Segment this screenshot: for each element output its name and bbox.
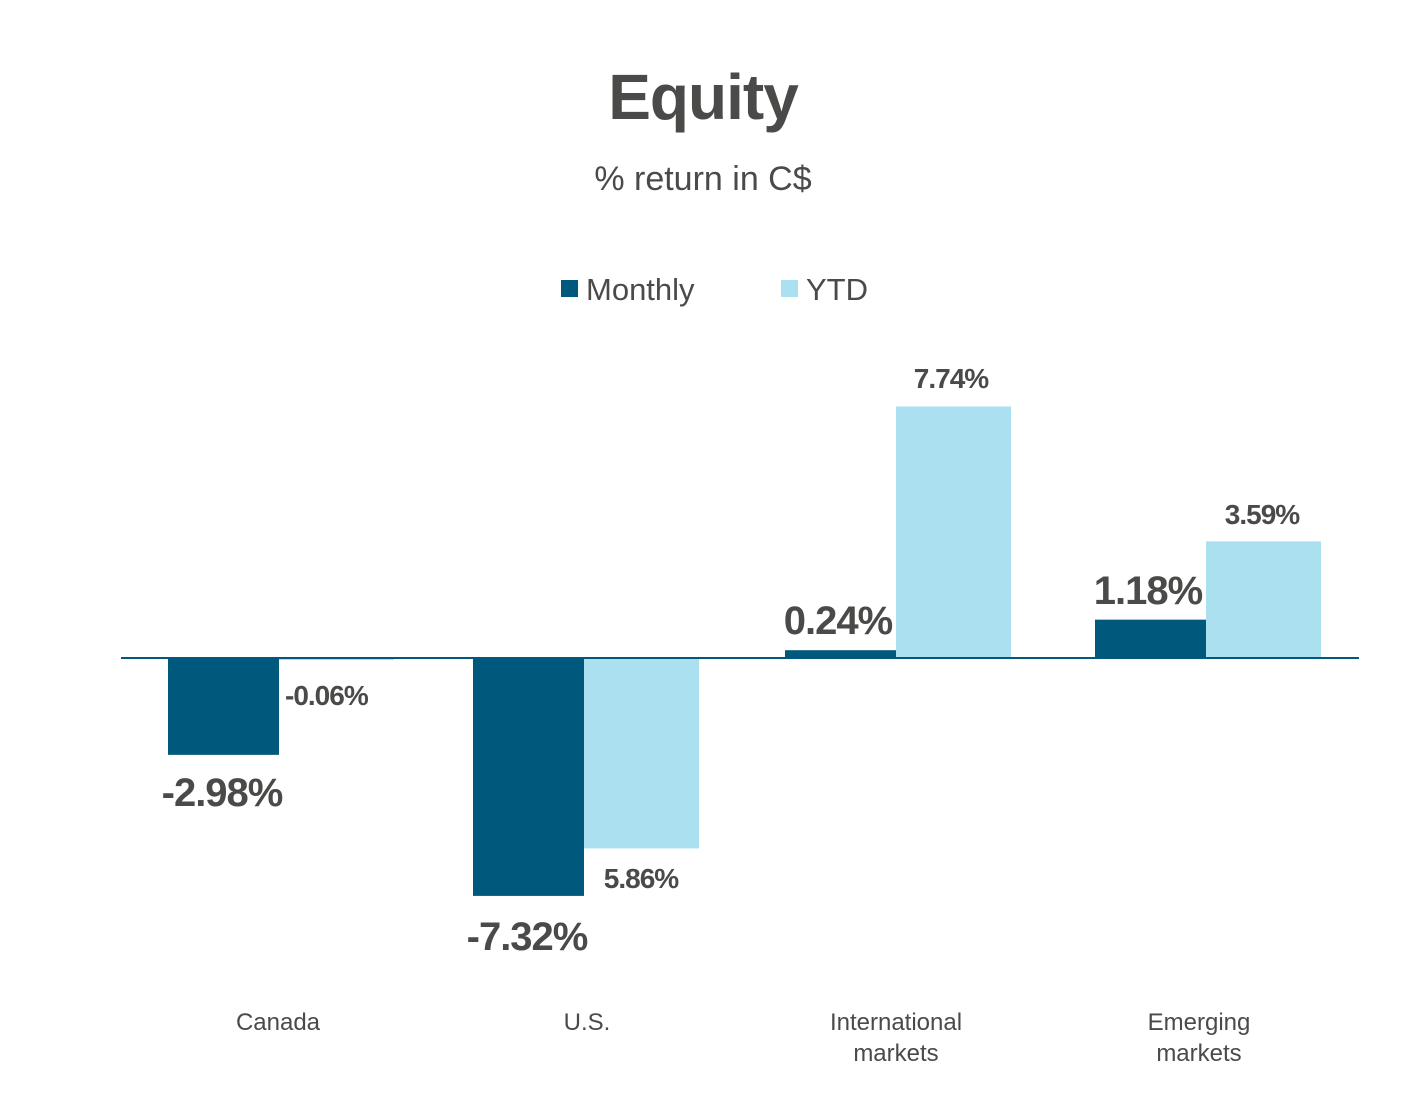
category-label-2-line-0: International	[830, 1009, 962, 1036]
legend-label-ytd: YTD	[806, 272, 868, 307]
bar-monthly-0	[168, 658, 279, 755]
value-label-monthly-1: -7.32%	[467, 915, 588, 959]
bar-monthly-3	[1095, 619, 1206, 658]
bar-monthly-1	[473, 658, 584, 896]
value-label-monthly-0: -2.98%	[162, 771, 283, 815]
category-label-3-line-1: markets	[1156, 1040, 1241, 1067]
bar-monthly-2	[785, 650, 896, 658]
value-label-monthly-2: 0.24%	[784, 599, 893, 643]
legend-label-monthly: Monthly	[586, 272, 695, 307]
chart-subtitle: % return in C$	[594, 160, 812, 198]
value-label-ytd-0: -0.06%	[285, 680, 369, 711]
value-label-ytd-2: 7.74%	[914, 363, 989, 394]
chart-title: Equity	[608, 61, 799, 133]
bar-ytd-2	[896, 406, 1011, 658]
bar-ytd-3	[1206, 541, 1321, 658]
category-label-3-line-0: Emerging	[1148, 1009, 1251, 1036]
value-label-ytd-3: 3.59%	[1225, 499, 1300, 530]
bar-ytd-1	[584, 658, 699, 849]
value-label-ytd-1: 5.86%	[604, 863, 679, 894]
value-label-monthly-3: 1.18%	[1094, 569, 1203, 613]
category-label-2-line-1: markets	[853, 1040, 938, 1067]
category-label-0: Canada	[236, 1009, 321, 1036]
legend-swatch-monthly	[561, 280, 578, 297]
category-label-1: U.S.	[564, 1009, 611, 1036]
legend-swatch-ytd	[781, 280, 798, 297]
